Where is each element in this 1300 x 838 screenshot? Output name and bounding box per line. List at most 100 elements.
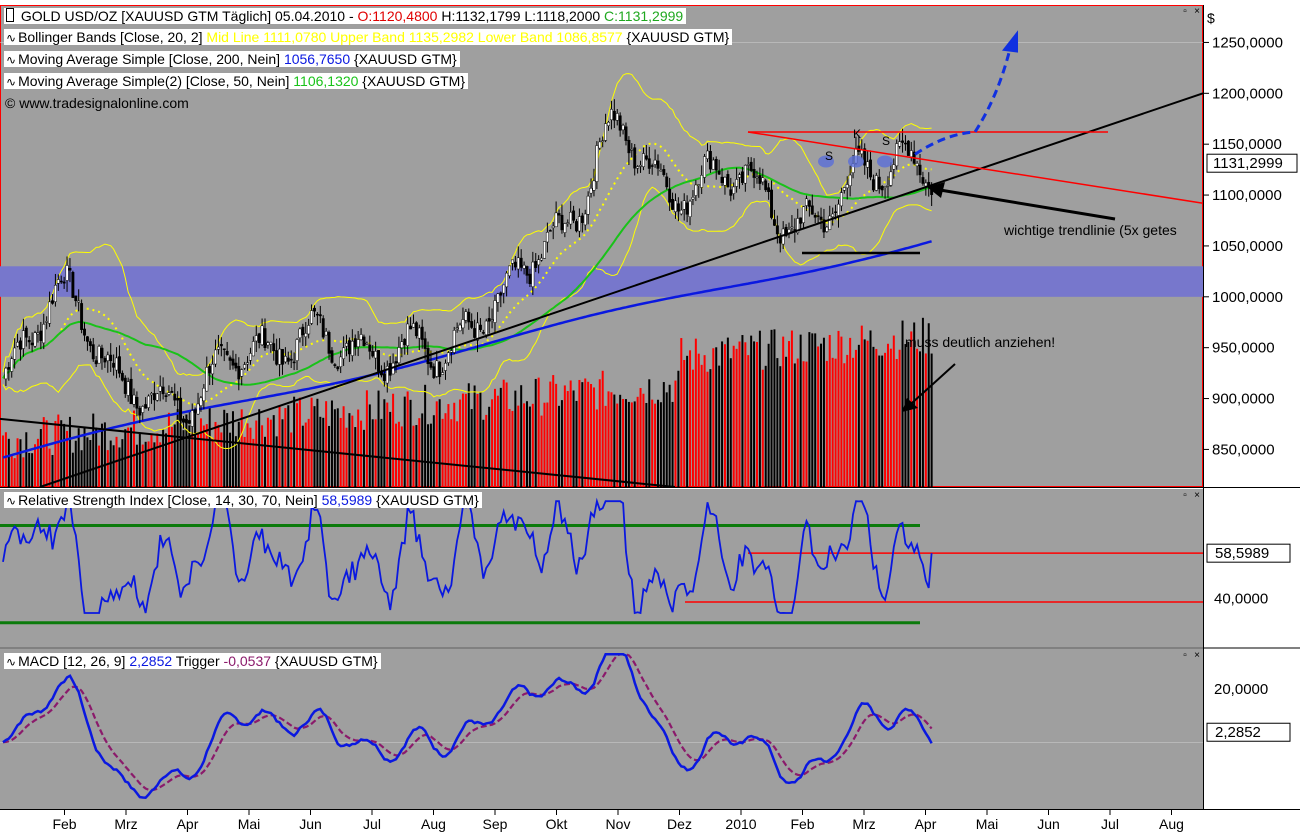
volume-bar <box>374 419 377 487</box>
candle-body <box>4 367 8 380</box>
volume-bar <box>409 399 412 487</box>
volume-arrowhead <box>902 398 918 412</box>
volume-bar <box>293 396 296 487</box>
volume-bar <box>147 441 150 487</box>
volume-bar <box>677 370 680 487</box>
volume-bar <box>904 344 907 487</box>
candle-body <box>74 295 78 302</box>
volume-bar <box>785 356 788 487</box>
candle-body <box>671 199 675 210</box>
volume-bar <box>185 414 188 487</box>
macd-panel-close-icon[interactable]: × <box>1194 650 1200 661</box>
price-panel-close-icon[interactable]: × <box>1194 6 1200 17</box>
volume-bar <box>316 398 319 487</box>
wave-icon: ∿ <box>6 655 17 669</box>
candle-body <box>371 351 375 357</box>
volume-bar <box>86 437 89 487</box>
candle-body <box>379 372 383 376</box>
candle-body <box>356 339 360 347</box>
candle-body <box>633 147 637 169</box>
sma200-value: 1056,7650 <box>283 51 351 67</box>
volume-bar <box>895 358 898 487</box>
candle-body <box>607 122 610 126</box>
volume-bar <box>523 403 526 487</box>
volume-bar <box>429 423 432 487</box>
volume-bar <box>479 392 482 487</box>
volume-bar <box>156 433 159 487</box>
volume-bar <box>112 445 115 487</box>
trendline-note: wichtige trendlinie (5x getes <box>1003 222 1177 238</box>
support-zone-band <box>0 266 1203 297</box>
volume-bar <box>683 359 686 487</box>
candle-body <box>438 361 442 378</box>
volume-bar <box>639 387 642 487</box>
rsi-panel-maximize-icon[interactable]: ▫ <box>1183 490 1187 501</box>
candle-body <box>802 206 806 224</box>
candle-body <box>269 341 273 345</box>
volume-bar <box>889 348 892 487</box>
candle-body <box>790 226 794 229</box>
candle-body <box>711 159 715 170</box>
candle-body <box>327 332 331 354</box>
projection-arrowhead <box>1002 30 1018 53</box>
candle-body <box>56 279 60 284</box>
candle-body <box>869 159 872 178</box>
candle-body <box>557 213 561 216</box>
time-tick-label: Mai <box>238 816 261 832</box>
candle-body <box>478 324 482 330</box>
pattern-highlight <box>818 155 834 168</box>
volume-bar <box>496 395 499 487</box>
volume-bar <box>141 444 144 487</box>
trigger-label: Trigger <box>172 653 224 669</box>
candle-body <box>313 307 316 312</box>
volume-bar <box>415 425 418 487</box>
candle-body <box>589 188 593 194</box>
candle-body <box>805 198 808 206</box>
candle-body <box>871 179 875 191</box>
volume-bar <box>520 385 523 487</box>
resistance-falling-line <box>747 131 1204 204</box>
volume-bar <box>162 429 165 487</box>
candle-body <box>644 155 648 160</box>
candle-body <box>406 323 410 346</box>
candle-body <box>304 333 308 338</box>
time-tick-label: Dez <box>667 816 692 832</box>
candle-body <box>266 342 270 346</box>
volume-bar <box>732 345 735 487</box>
candle-body <box>417 327 421 339</box>
candle-body <box>481 332 485 334</box>
candle-body <box>519 257 523 268</box>
candle-body <box>490 319 494 321</box>
volume-bar <box>854 349 857 487</box>
volume-bar <box>822 337 825 487</box>
price-panel-maximize-icon[interactable]: ▫ <box>1183 6 1187 17</box>
rsi-panel-close-icon[interactable]: × <box>1194 490 1200 501</box>
macd-label: MACD [12, 26, 9] <box>18 653 130 669</box>
volume-bar <box>624 399 627 487</box>
volume-bar <box>51 454 54 487</box>
candle-body <box>755 176 759 179</box>
candle-body <box>444 362 447 371</box>
candle-icon <box>6 8 14 22</box>
volume-bar <box>671 401 674 487</box>
candle-body <box>243 364 247 369</box>
volume-bar <box>144 441 147 487</box>
candle-body <box>365 342 369 345</box>
candle-body <box>129 378 133 405</box>
volume-bar <box>622 398 625 487</box>
volume-bar <box>508 409 511 487</box>
volume-bar <box>505 382 508 487</box>
volume-bar <box>924 353 927 487</box>
volume-bar <box>459 399 462 487</box>
rsi-suffix: {XAUUSD GTM} <box>372 492 479 508</box>
volume-bar <box>619 394 622 487</box>
volume-bar <box>604 405 607 487</box>
volume-bar <box>892 335 895 487</box>
volume-bar <box>686 355 689 487</box>
candle-body <box>205 367 209 392</box>
volume-bar <box>287 405 290 487</box>
candle-body <box>810 205 814 215</box>
volume-bar <box>738 341 741 487</box>
volume-bar <box>846 354 849 487</box>
macd-panel-maximize-icon[interactable]: ▫ <box>1183 650 1187 661</box>
